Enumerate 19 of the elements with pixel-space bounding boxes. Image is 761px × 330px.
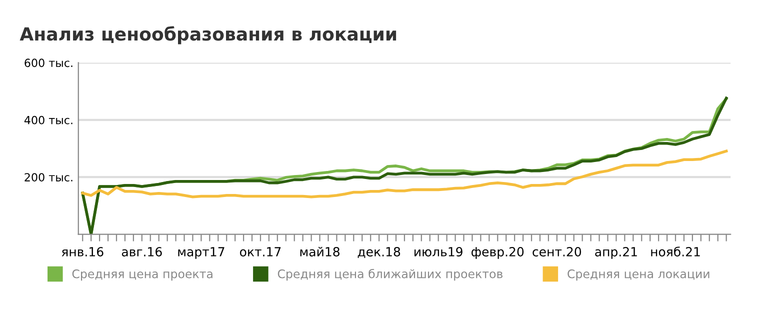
y-tick-label: 600 тыс. xyxy=(24,58,72,68)
x-tick-label: окт.17 xyxy=(240,247,281,256)
chart-title: Анализ ценообразования в локации xyxy=(20,26,396,44)
y-tick-label: 400 тыс. xyxy=(24,116,72,124)
line-series xyxy=(81,150,728,198)
legend-label: Средняя цена локации xyxy=(568,269,710,281)
x-tick-label: июль19 xyxy=(414,247,462,256)
x-tick-label: апр.21 xyxy=(595,247,637,259)
x-tick-label: сент.20 xyxy=(532,247,582,256)
y-tick-label: 200 тыс. xyxy=(24,173,72,182)
legend-label: Средняя цена проекта xyxy=(72,269,212,281)
legend-label: Средняя цена ближайших проектов xyxy=(278,268,503,281)
x-tick-label: май18 xyxy=(300,246,340,256)
x-tick-label: нояб.21 xyxy=(651,246,700,256)
x-tick-label: авг.16 xyxy=(122,247,162,256)
x-tick-label: февр.20 xyxy=(472,247,524,259)
x-tick-label: янв.16 xyxy=(62,247,104,256)
x-tick-label: дек.18 xyxy=(358,247,400,258)
x-tick-label: март17 xyxy=(178,247,224,259)
